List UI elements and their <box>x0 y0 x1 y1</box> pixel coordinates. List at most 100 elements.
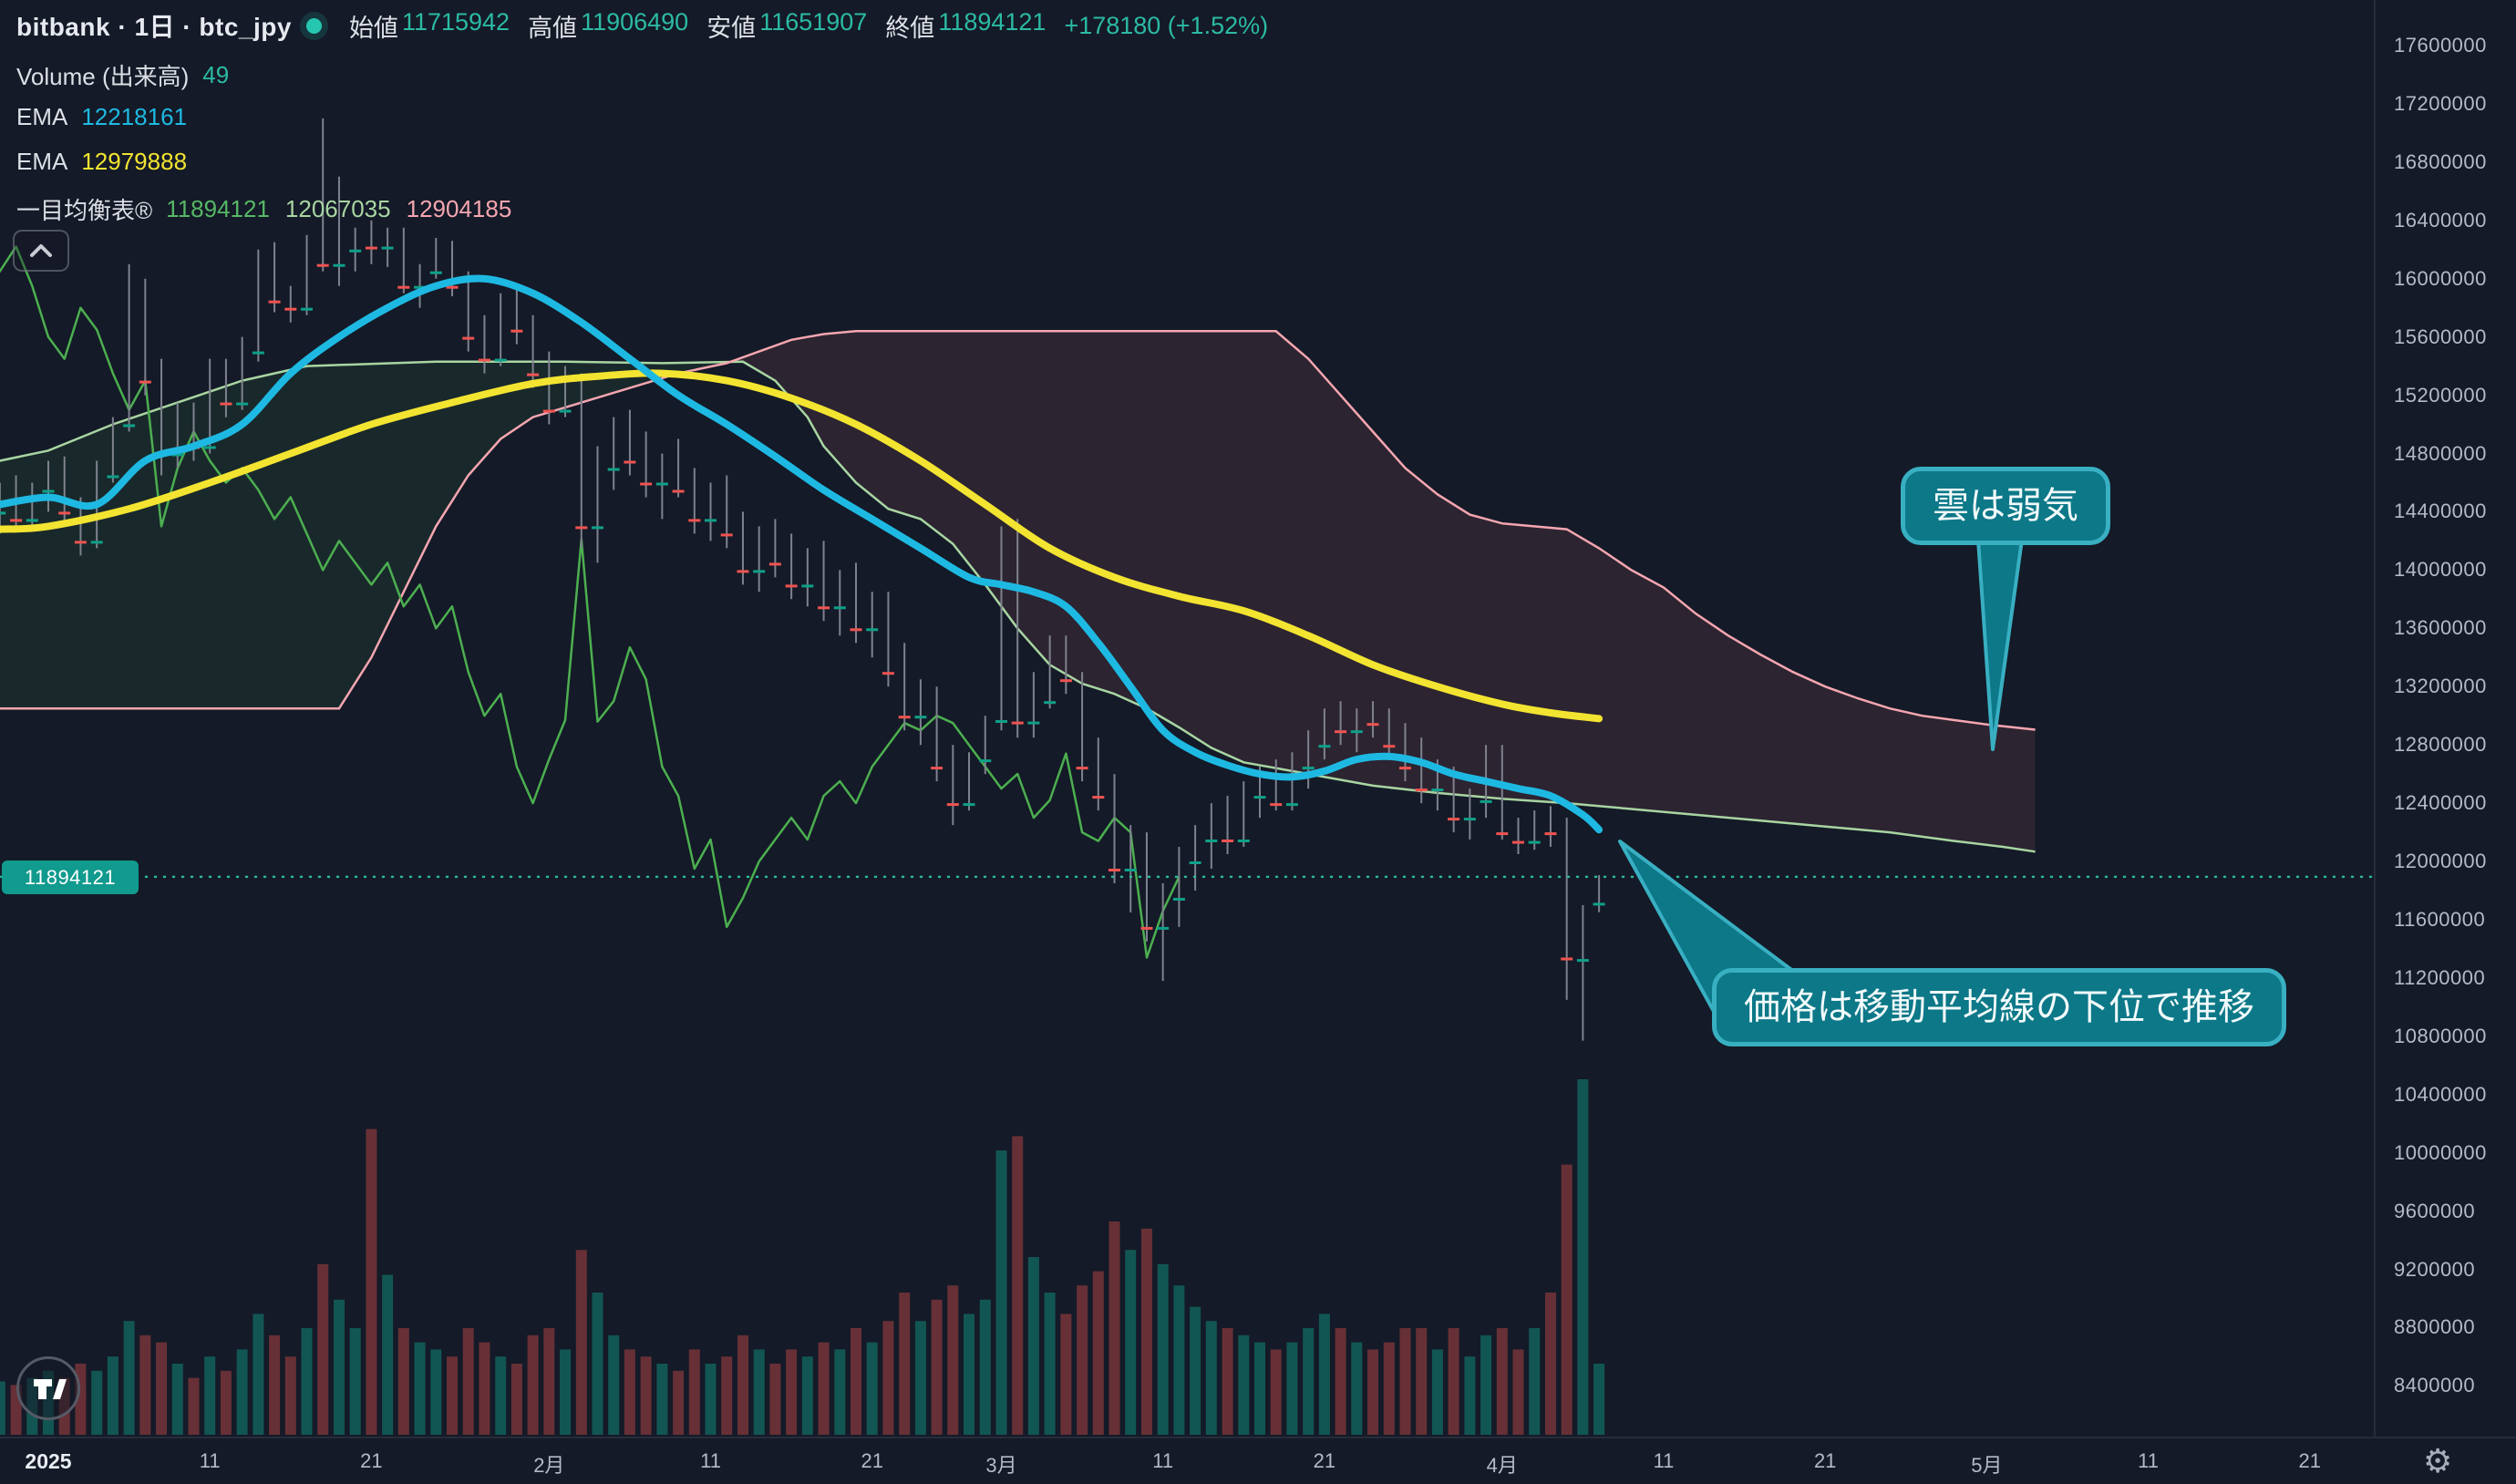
candle-body-up <box>252 351 264 355</box>
candle-body-down <box>1011 721 1024 725</box>
volume-bar <box>139 1335 151 1435</box>
candle-body-up <box>1044 701 1057 705</box>
candle-body-up <box>833 606 846 610</box>
volume-bar <box>479 1342 490 1435</box>
candle-body-down <box>1140 926 1153 930</box>
time-axis[interactable]: 2025 11 21 2月 11 21 3月 11 21 4月 11 21 5月 11 21 <box>0 1437 2516 1484</box>
candle-body-down <box>1544 832 1557 836</box>
price-axis-label: 17200000 <box>2394 91 2487 115</box>
candle-body-down <box>58 511 71 515</box>
volume-bar <box>1270 1349 1282 1435</box>
price-axis-label: 14400000 <box>2394 500 2487 523</box>
candle-body-down <box>316 263 329 267</box>
candle-body-down <box>1383 745 1396 748</box>
senkou-span-b-line <box>0 330 2036 731</box>
candle-body-up <box>607 468 620 471</box>
volume-bar <box>914 1321 926 1435</box>
candle-body-up <box>1463 818 1476 821</box>
time-axis-label: 11 <box>1653 1449 1675 1472</box>
time-axis-label: 2025 <box>25 1449 72 1473</box>
candle-body-up <box>963 803 975 807</box>
candle-body-up <box>414 285 427 289</box>
candle-body-down <box>624 460 636 464</box>
candle-body-up <box>1189 861 1201 864</box>
candle-body-up <box>753 570 766 573</box>
candles-layer <box>0 118 1605 1041</box>
time-axis-label: 3月 <box>985 1454 1017 1477</box>
candle-body-up <box>1302 767 1315 770</box>
candle-body-down <box>1561 957 1573 961</box>
volume-bar <box>624 1349 635 1435</box>
candle-body-down <box>737 570 749 573</box>
price-axis-label: 14800000 <box>2394 441 2487 465</box>
volume-bar <box>301 1328 313 1435</box>
price-axis-label: 17600000 <box>2394 34 2487 57</box>
candle-body-up <box>1593 902 1605 906</box>
ichimoku-senkou-b-value: 12904185 <box>406 195 512 222</box>
ohlc-close: 終値 11894121 <box>885 7 1047 42</box>
collapse-legend-button[interactable] <box>13 230 69 272</box>
gear-icon[interactable]: ⚙ <box>2423 1442 2453 1479</box>
time-axis-label: 11 <box>2138 1449 2160 1472</box>
volume-bar <box>1205 1321 1217 1435</box>
tradingview-logo[interactable] <box>16 1356 80 1420</box>
legend-ema-slow-row[interactable]: EMA 12979888 <box>16 148 187 176</box>
legend-ema-fast-row[interactable]: EMA 12218161 <box>16 103 187 131</box>
volume-bar <box>1545 1293 1556 1435</box>
price-axis-label: 16400000 <box>2394 208 2487 232</box>
candle-body-down <box>898 716 911 719</box>
ema-fast-value: 12218161 <box>81 103 188 130</box>
candle-body-down <box>527 373 540 376</box>
legend-ichimoku-row[interactable]: 一目均衡表® 11894121 12067035 12904185 <box>16 192 511 226</box>
volume-bar <box>1108 1221 1120 1435</box>
candle-body-up <box>107 475 119 479</box>
candle-body-down <box>1222 840 1234 842</box>
candle-body-down <box>818 606 830 610</box>
volume-bar <box>899 1293 911 1435</box>
volume-bar <box>284 1356 296 1435</box>
volume-value: 49 <box>202 61 230 88</box>
candle-body-down <box>688 519 701 522</box>
price-axis-label: 11600000 <box>2394 907 2486 931</box>
candle-body-down <box>931 767 944 770</box>
volume-bar <box>495 1356 507 1435</box>
candle-body-up <box>559 409 572 413</box>
volume-bar <box>1383 1342 1395 1435</box>
candle-body-down <box>268 300 281 304</box>
volume-bar <box>414 1342 426 1435</box>
price-axis-label: 9600000 <box>2394 1199 2476 1222</box>
volume-bar <box>1318 1314 1330 1435</box>
annotation-price-below-ma[interactable]: 価格は移動平均線の下位で推移 <box>1712 968 2286 1046</box>
volume-bar <box>1335 1328 1346 1435</box>
volume-bar <box>979 1299 991 1435</box>
candle-body-down <box>850 628 862 632</box>
volume-bar <box>964 1314 974 1435</box>
market-status-dot-icon <box>305 17 322 34</box>
volume-bar <box>1577 1079 1589 1435</box>
price-axis-label: 12400000 <box>2394 791 2487 815</box>
candle-body-up <box>705 519 717 522</box>
time-axis-label: 11 <box>1152 1449 1174 1472</box>
candle-body-up <box>592 526 603 530</box>
volume-bar <box>447 1356 458 1435</box>
candle-body-down <box>397 285 410 289</box>
volume-bar <box>1593 1364 1605 1435</box>
volume-bar <box>1561 1164 1572 1435</box>
volume-bar <box>1431 1349 1443 1435</box>
price-axis-label: 10400000 <box>2394 1082 2487 1106</box>
legend-volume-row[interactable]: Volume (出来高) 49 <box>16 58 229 92</box>
candle-body-down <box>1108 869 1120 871</box>
candle-body-up <box>1318 745 1331 748</box>
price-axis[interactable]: 17600000 17200000 16800000 16400000 16000000… <box>2374 0 2516 1437</box>
symbol-title[interactable]: bitbank · 1日 · btc_jpy <box>16 13 292 41</box>
candle-body-up <box>1431 788 1444 792</box>
candle-body-up <box>494 358 507 362</box>
candle-body-down <box>10 519 23 522</box>
annotation-cloud-bearish[interactable]: 雲は弱気 <box>1901 467 2110 545</box>
volume-bar <box>1286 1342 1298 1435</box>
price-axis-label: 13200000 <box>2394 675 2487 698</box>
candle-body-down <box>1366 723 1379 727</box>
volume-bar <box>1529 1328 1541 1435</box>
volume-bar <box>834 1349 846 1435</box>
